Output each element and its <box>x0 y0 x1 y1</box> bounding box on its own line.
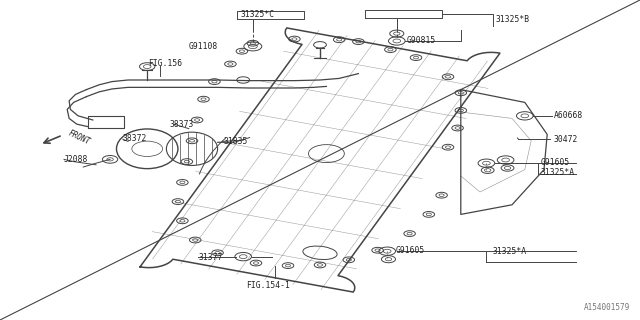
Text: FRONT: FRONT <box>67 129 92 147</box>
Text: A60668: A60668 <box>554 111 583 120</box>
Text: G91108: G91108 <box>188 42 218 51</box>
Text: 30472: 30472 <box>554 135 578 144</box>
Text: 31325*A: 31325*A <box>541 168 575 177</box>
Text: 31325*B: 31325*B <box>496 15 530 24</box>
Text: 38373: 38373 <box>170 120 194 129</box>
Text: 31325*A: 31325*A <box>493 247 527 256</box>
Text: J2088: J2088 <box>64 156 88 164</box>
Text: 31325*C: 31325*C <box>241 10 275 19</box>
Text: G90815: G90815 <box>406 36 436 45</box>
Text: 38372: 38372 <box>123 134 147 143</box>
Text: 31377: 31377 <box>198 253 223 262</box>
Text: FIG.154-1: FIG.154-1 <box>246 281 291 290</box>
Text: 31835: 31835 <box>224 137 248 146</box>
Text: G91605: G91605 <box>541 158 570 167</box>
Text: A154001579: A154001579 <box>584 303 630 312</box>
Text: FIG.156: FIG.156 <box>148 60 182 68</box>
Text: G91605: G91605 <box>396 246 425 255</box>
